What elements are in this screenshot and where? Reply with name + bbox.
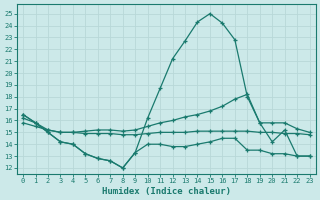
X-axis label: Humidex (Indice chaleur): Humidex (Indice chaleur) — [102, 187, 231, 196]
